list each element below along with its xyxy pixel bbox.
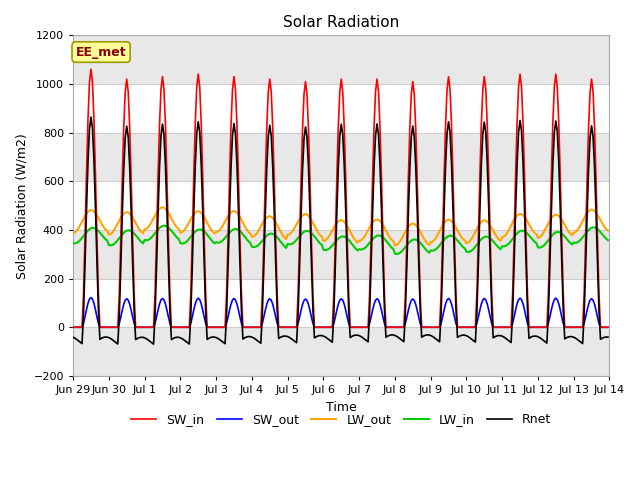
SW_in: [576, 324, 584, 330]
Legend: SW_in, SW_out, LW_out, LW_in, Rnet: SW_in, SW_out, LW_out, LW_in, Rnet: [126, 408, 556, 431]
LW_in: [135, 236, 143, 242]
LW_out: [135, 226, 143, 231]
SW_out: [305, 301, 312, 307]
Rnet: [259, 312, 266, 318]
Title: Solar Radiation: Solar Radiation: [283, 15, 399, 30]
Rnet: [69, 335, 77, 340]
SW_in: [257, 324, 265, 330]
LW_out: [248, 234, 256, 240]
Rnet: [136, 335, 144, 340]
Rnet: [604, 334, 612, 340]
LW_in: [305, 228, 312, 234]
LW_in: [604, 237, 612, 243]
Line: SW_in: SW_in: [73, 69, 608, 327]
Bar: [73, 230, 609, 278]
Rnet: [150, 341, 157, 347]
LW_in: [257, 240, 265, 245]
SW_out: [69, 324, 77, 330]
Bar: [73, 36, 609, 84]
SW_in: [69, 324, 77, 330]
SW_out: [257, 324, 265, 330]
Rnet: [87, 114, 95, 120]
SW_in: [604, 324, 612, 330]
X-axis label: Time: Time: [326, 400, 356, 413]
Rnet: [577, 339, 585, 345]
SW_in: [248, 324, 256, 330]
LW_out: [604, 228, 612, 233]
LW_in: [160, 223, 168, 228]
LW_out: [230, 208, 238, 214]
LW_in: [248, 244, 256, 250]
LW_in: [69, 240, 77, 246]
Rnet: [306, 209, 314, 215]
Bar: [73, 327, 609, 376]
Rnet: [250, 335, 257, 341]
LW_out: [305, 213, 312, 219]
LW_in: [230, 226, 238, 232]
SW_out: [230, 296, 238, 301]
LW_in: [577, 236, 585, 242]
Line: Rnet: Rnet: [73, 117, 608, 344]
LW_out: [69, 230, 77, 236]
Line: LW_out: LW_out: [73, 207, 608, 245]
Bar: [73, 132, 609, 181]
Line: LW_in: LW_in: [73, 226, 608, 254]
SW_out: [604, 324, 612, 330]
Text: EE_met: EE_met: [76, 46, 126, 59]
Rnet: [232, 131, 239, 137]
Line: SW_out: SW_out: [73, 298, 608, 327]
SW_out: [248, 324, 256, 330]
SW_out: [87, 295, 95, 300]
LW_out: [577, 221, 585, 227]
LW_out: [257, 224, 265, 229]
SW_out: [136, 324, 144, 330]
LW_out: [391, 242, 399, 248]
Y-axis label: Solar Radiation (W/m2): Solar Radiation (W/m2): [15, 133, 28, 278]
SW_in: [230, 74, 238, 80]
LW_out: [159, 204, 166, 210]
LW_in: [392, 251, 400, 257]
SW_out: [576, 324, 584, 330]
SW_in: [87, 66, 95, 72]
SW_in: [136, 324, 144, 330]
SW_in: [305, 126, 312, 132]
